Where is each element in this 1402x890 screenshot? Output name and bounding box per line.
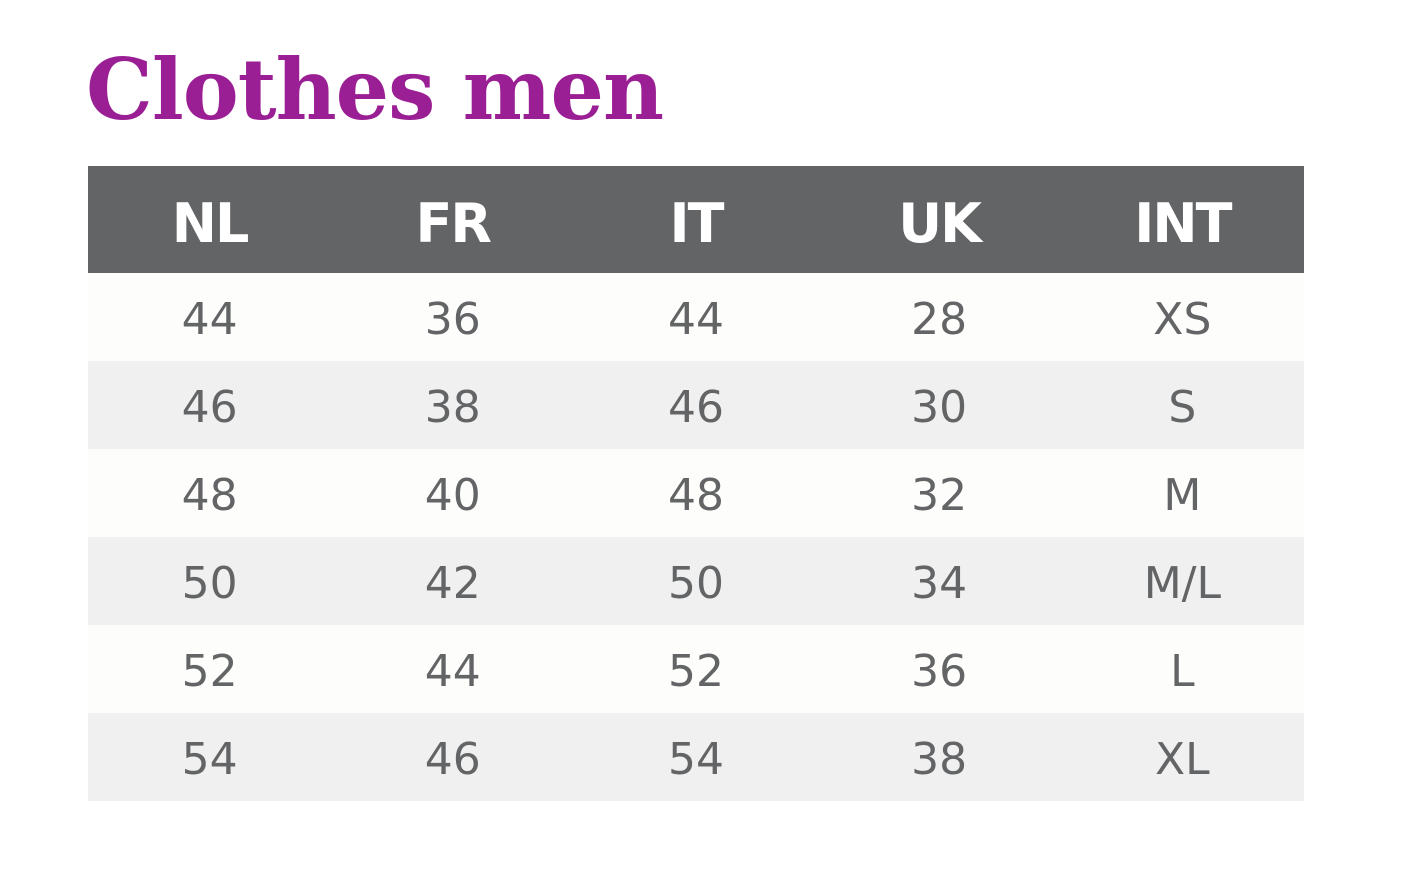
table-cell: 52 [181, 645, 238, 697]
table-cell: 44 [181, 293, 238, 345]
table-cell: 46 [424, 733, 481, 785]
table-row: 54 46 54 38 XL [88, 713, 1304, 801]
table-row: 44 36 44 28 XS [88, 273, 1304, 361]
table-cell: 32 [911, 469, 968, 521]
table-cell: 50 [181, 557, 238, 609]
size-table: NL FR IT UK INT 44 36 44 28 XS 46 38 46 30 S 48 40 48 32 M 5… [88, 166, 1304, 801]
table-row: 48 40 48 32 M [88, 449, 1304, 537]
table-cell: 38 [424, 381, 481, 433]
table-cell: 38 [911, 733, 968, 785]
column-header: INT [1134, 192, 1232, 255]
table-cell: 42 [424, 557, 481, 609]
table-cell: 46 [667, 381, 724, 433]
table-cell: M [1163, 469, 1202, 521]
table-cell: 40 [424, 469, 481, 521]
table-cell: 30 [911, 381, 968, 433]
column-header: IT [669, 192, 725, 255]
header-row: NL FR IT UK INT [88, 166, 1304, 273]
table-cell: S [1168, 381, 1197, 433]
table-cell: L [1170, 645, 1195, 697]
table-row: 52 44 52 36 L [88, 625, 1304, 713]
column-header: UK [898, 192, 982, 255]
table-cell: 34 [911, 557, 968, 609]
table-row: 46 38 46 30 S [88, 361, 1304, 449]
table-cell: 36 [911, 645, 968, 697]
table-cell: 48 [181, 469, 238, 521]
table-cell: 46 [181, 381, 238, 433]
table-cell: 52 [667, 645, 724, 697]
table-cell: 54 [667, 733, 724, 785]
table-cell: 36 [424, 293, 481, 345]
title: Clothes men [86, 40, 664, 139]
column-header: FR [415, 192, 492, 255]
table-row: 50 42 50 34 M/L [88, 537, 1304, 625]
table-cell: 44 [667, 293, 724, 345]
table-cell: XL [1155, 733, 1210, 785]
table-cell: 54 [181, 733, 238, 785]
table-cell: 48 [667, 469, 724, 521]
column-header: NL [171, 192, 250, 255]
table-cell: M/L [1143, 557, 1221, 609]
table-cell: XS [1153, 293, 1212, 345]
table-cell: 28 [911, 293, 968, 345]
table-cell: 44 [424, 645, 481, 697]
table-cell: 50 [667, 557, 724, 609]
